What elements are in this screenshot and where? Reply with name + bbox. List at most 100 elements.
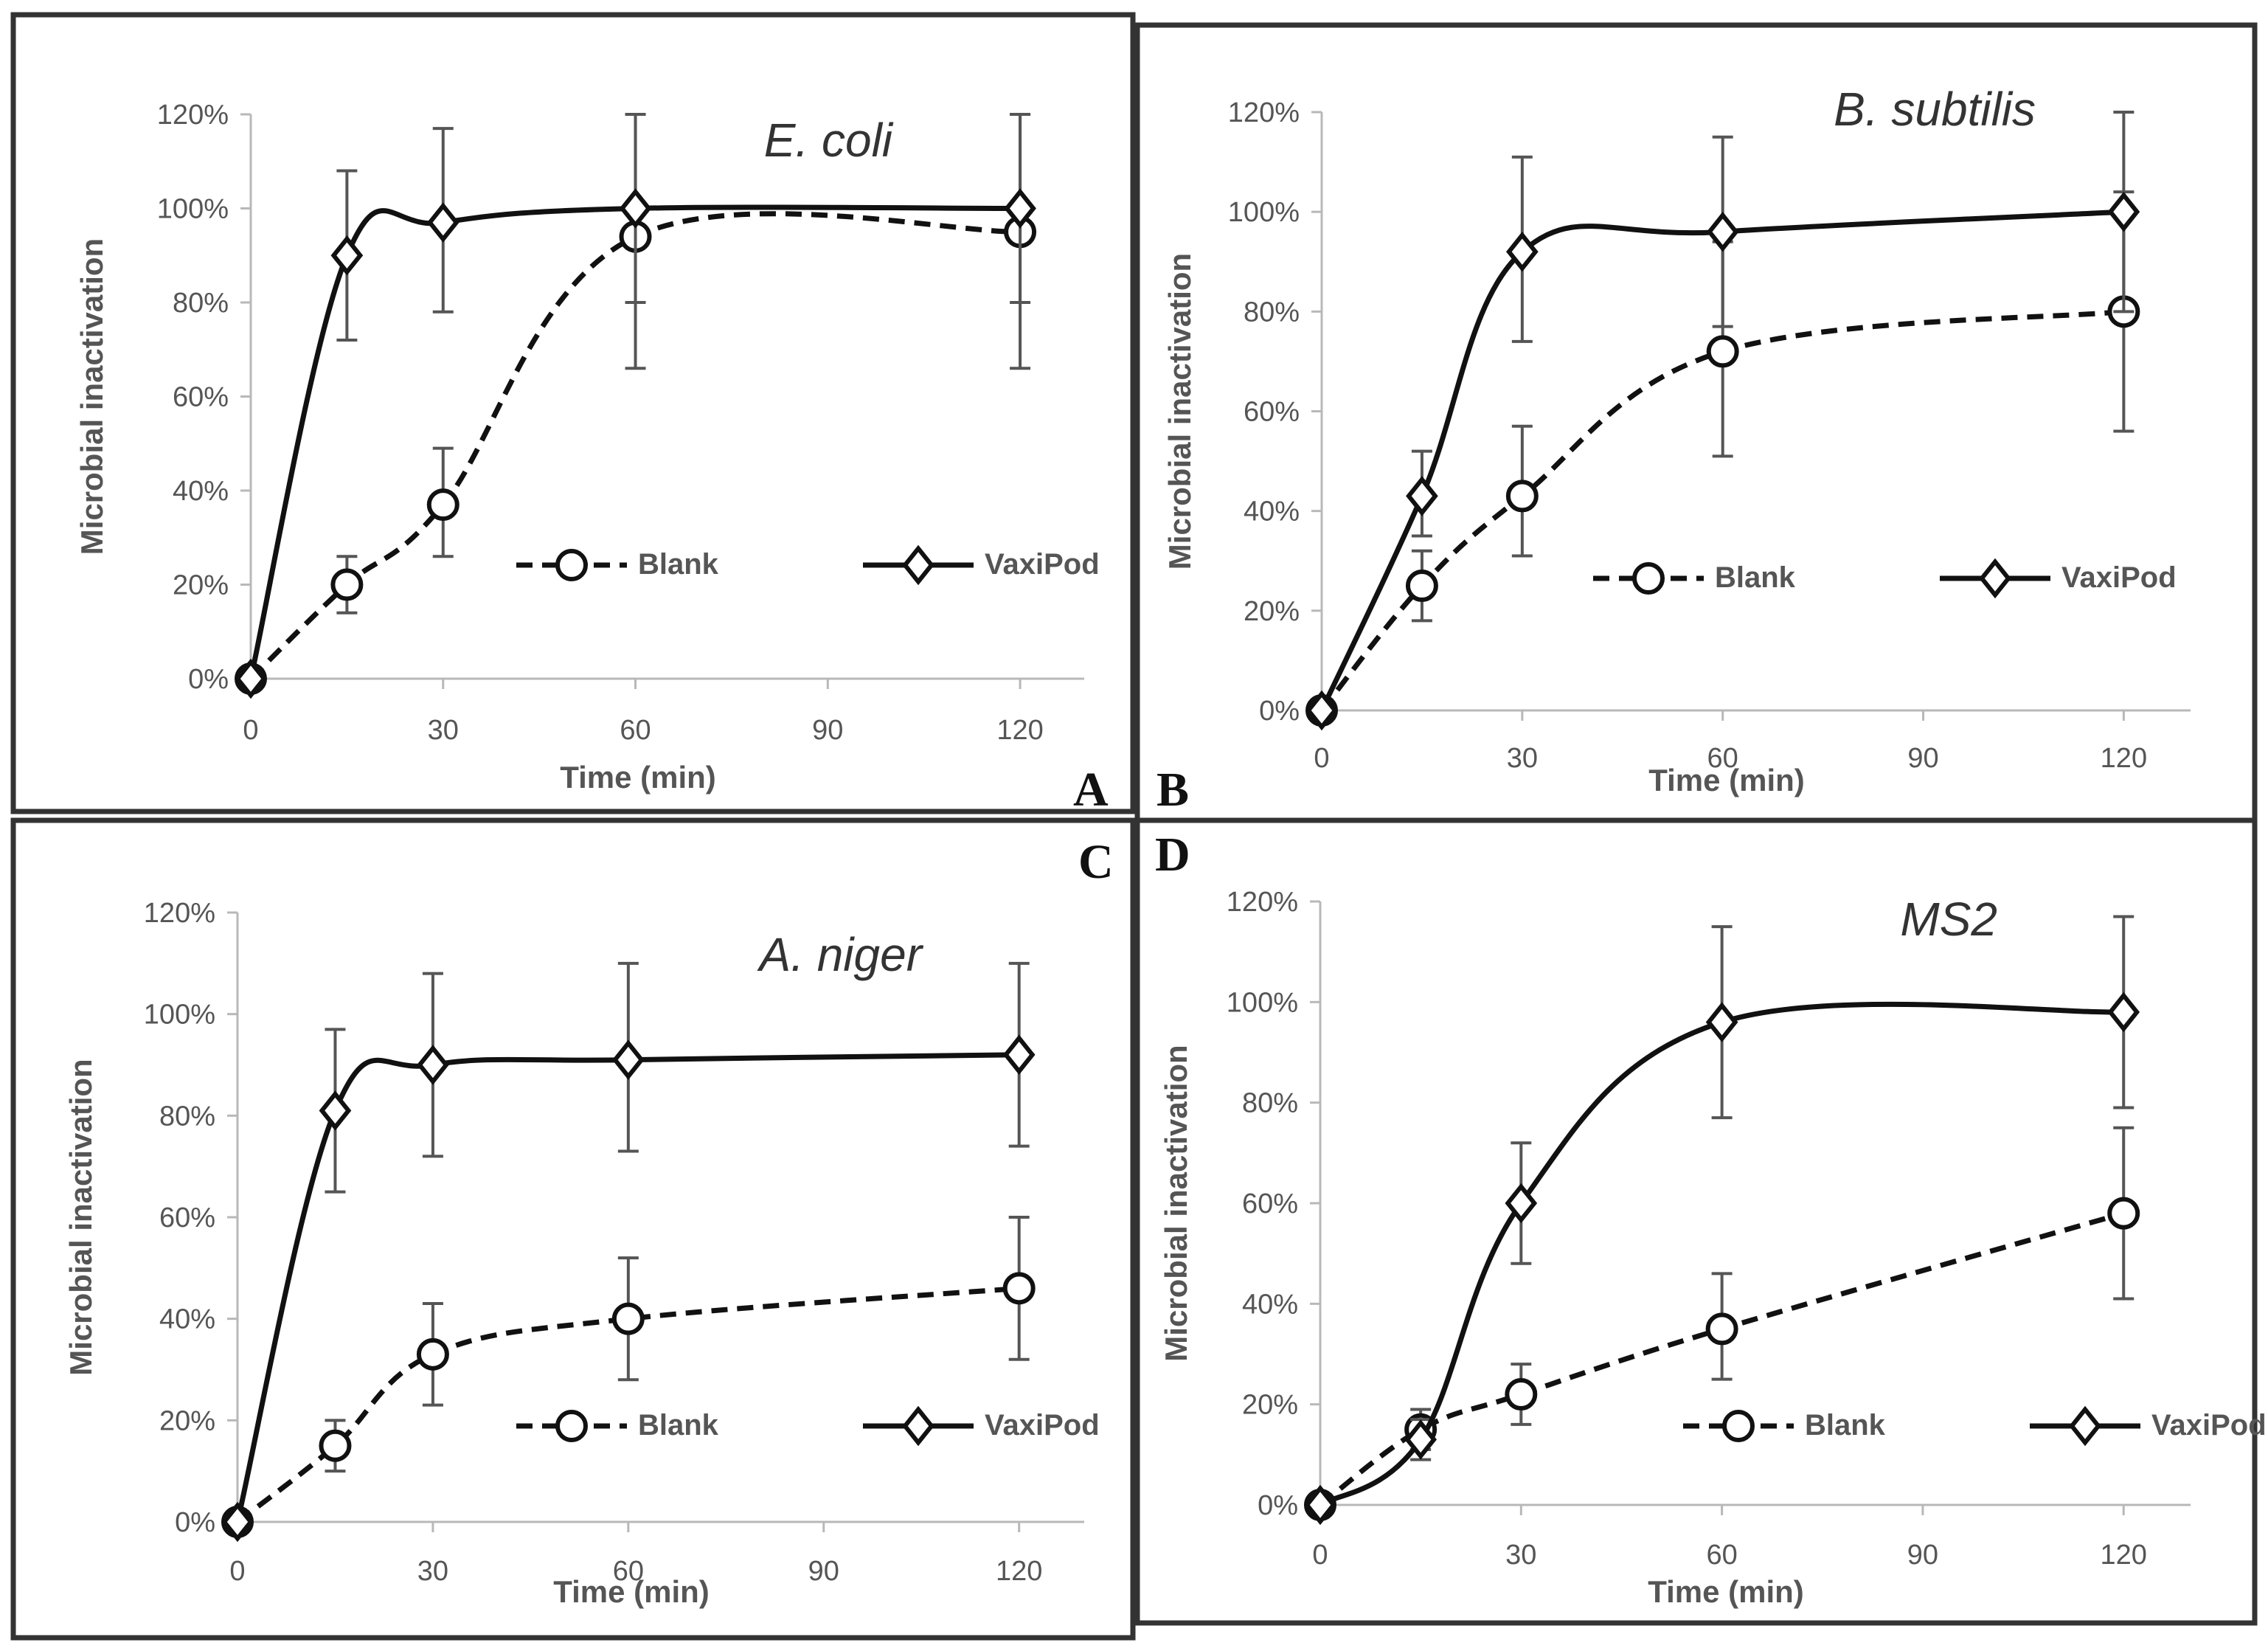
data-point-circle (1505, 1378, 1538, 1411)
data-point-diamond (1706, 211, 1739, 252)
series-blank (221, 1216, 1036, 1538)
y-tick-label: 0% (1259, 696, 1300, 727)
y-tick-label: 60% (173, 382, 229, 413)
x-axis-title: Time (min) (553, 1574, 710, 1609)
y-tick-label: 0% (175, 1507, 215, 1538)
x-tick-label: 90 (1907, 743, 1938, 774)
data-point-diamond (1004, 188, 1036, 229)
data-point-circle (1706, 335, 1739, 368)
chart-title: MS2 (1900, 893, 1997, 946)
legend: Blank VaxiPod (1593, 558, 2177, 599)
chart-title: A. niger (756, 928, 923, 981)
y-tick-label: 100% (1227, 987, 1298, 1018)
chart-title: B. subtilis (1834, 83, 2036, 136)
y-tick-label: 100% (144, 1000, 215, 1031)
legend-marker (902, 1405, 934, 1447)
x-axis-title: Time (min) (1648, 1574, 1804, 1609)
y-tick-label: 120% (1227, 887, 1298, 918)
y-axis-title: Microbial inactivation (1162, 253, 1197, 570)
x-tick-label: 60 (613, 1556, 644, 1587)
y-tick-label: 40% (159, 1304, 215, 1335)
data-point-diamond (1305, 690, 1338, 731)
legend-marker (1632, 562, 1665, 595)
data-point-diamond (1505, 1183, 1538, 1224)
panel-label-c: C (1078, 835, 1114, 889)
series-vaxipod (1304, 915, 2140, 1526)
data-point-diamond (426, 202, 460, 243)
y-tick-label: 20% (159, 1405, 215, 1436)
y-axis-title: Microbial inactivation (74, 238, 109, 555)
y-tick-label: 100% (157, 194, 229, 225)
x-tick-label: 90 (812, 715, 843, 746)
legend-marker (902, 544, 934, 586)
x-tick-label: 0 (1314, 743, 1329, 774)
legend-label: VaxiPod (2151, 1409, 2267, 1441)
x-tick-label: 30 (428, 715, 459, 746)
x-tick-label: 30 (417, 1556, 448, 1587)
y-tick-label: 20% (1242, 1390, 1298, 1421)
data-point-diamond (2107, 991, 2140, 1033)
x-tick-label: 120 (996, 1556, 1042, 1587)
panel-label-d: D (1155, 828, 1190, 882)
data-point-diamond (221, 1501, 254, 1543)
x-tick-label: 90 (808, 1556, 839, 1587)
data-point-circle (426, 488, 460, 522)
legend-marker (1979, 558, 2011, 599)
y-tick-label: 120% (144, 898, 215, 929)
data-point-diamond (612, 1039, 645, 1080)
data-point-diamond (417, 1045, 449, 1085)
y-tick-label: 80% (173, 288, 229, 319)
y-tick-label: 20% (1244, 596, 1300, 627)
data-point-circle (611, 1302, 645, 1335)
legend-marker (1722, 1410, 1755, 1442)
data-point-diamond (1404, 1419, 1437, 1460)
x-axis-title: Time (min) (560, 760, 716, 795)
data-point-diamond (330, 235, 364, 276)
legend: Blank VaxiPod (516, 544, 1100, 586)
data-point-circle (319, 1429, 352, 1462)
legend-label: Blank (638, 548, 719, 581)
legend-marker (2069, 1405, 2101, 1447)
series-vaxipod (221, 961, 1036, 1543)
y-tick-label: 40% (173, 476, 229, 507)
legend-label: Blank (1715, 561, 1796, 594)
y-axis-title: Microbial inactivation (63, 1059, 98, 1375)
y-tick-label: 120% (1228, 97, 1300, 128)
data-point-diamond (235, 658, 267, 699)
y-tick-label: 40% (1242, 1289, 1298, 1320)
y-axis-title: Microbial inactivation (1159, 1045, 1193, 1361)
x-tick-label: 0 (229, 1556, 245, 1587)
y-tick-label: 80% (1242, 1088, 1298, 1119)
chart-panel-c: 0% 20% 40% 60% 80% 100% 120% 0 30 60 90 120 Time (mi… (63, 898, 1100, 1609)
chart-title: E. coli (764, 114, 894, 167)
x-tick-label: 60 (1707, 743, 1738, 774)
y-tick-label: 60% (1244, 397, 1300, 428)
x-tick-label: 60 (620, 715, 651, 746)
legend-label: VaxiPod (985, 1409, 1100, 1441)
x-tick-label: 120 (2101, 743, 2147, 774)
panel-frame-c (10, 817, 1136, 1641)
x-tick-label: 90 (1907, 1540, 1938, 1571)
legend: Blank VaxiPod (516, 1405, 1100, 1447)
y-tick-label: 100% (1228, 197, 1300, 228)
legend-label: Blank (1805, 1409, 1886, 1441)
chart-panel-b: 0% 20% 40% 60% 80% 100% 120% 0 30 60 90 120 Time (mi… (1162, 83, 2191, 797)
y-tick-label: 0% (188, 664, 229, 695)
panel-label-a: A (1073, 763, 1109, 817)
legend-marker (555, 549, 588, 581)
legend-label: Blank (638, 1409, 719, 1441)
panel-frame-d (1134, 817, 2258, 1626)
data-point-diamond (2107, 191, 2140, 232)
y-tick-label: 80% (1244, 297, 1300, 328)
series-line (249, 211, 1021, 681)
data-point-circle (416, 1337, 449, 1371)
legend-marker (555, 1410, 588, 1442)
y-tick-label: 60% (159, 1202, 215, 1233)
y-tick-label: 0% (1258, 1490, 1298, 1521)
y-tick-label: 80% (159, 1101, 215, 1132)
x-tick-label: 0 (243, 715, 258, 746)
data-point-diamond (1002, 1034, 1036, 1076)
series-vaxipod (1305, 111, 2140, 731)
data-point-circle (1505, 480, 1539, 513)
